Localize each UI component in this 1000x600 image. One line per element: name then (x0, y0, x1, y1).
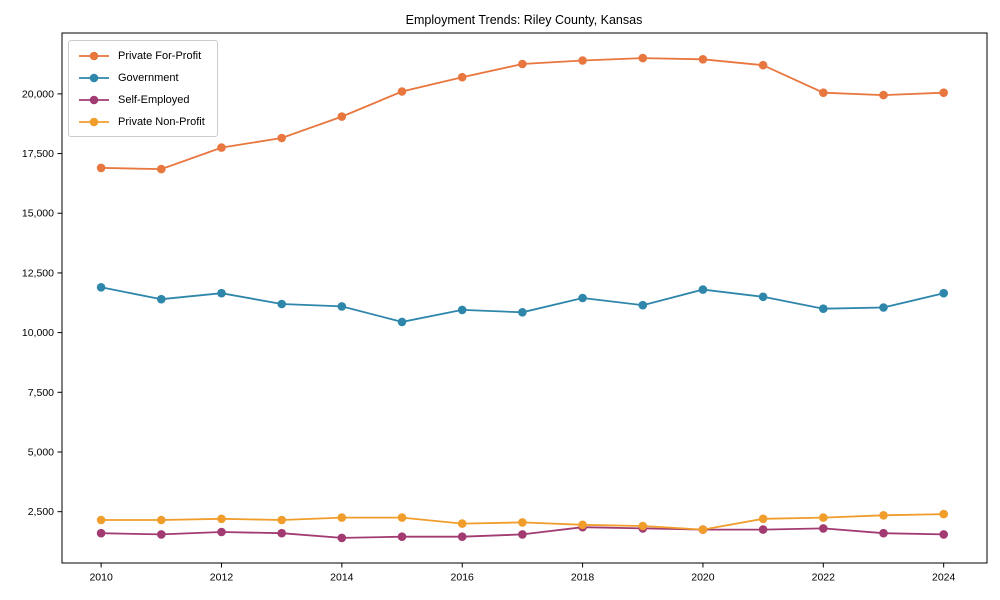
x-axis-tick-label: 2012 (210, 572, 234, 584)
data-point (157, 294, 166, 304)
data-point (879, 90, 888, 100)
data-point (397, 317, 407, 327)
data-point (819, 88, 828, 97)
data-point (638, 53, 648, 63)
data-point (758, 60, 768, 70)
legend-item: Self-Employed (78, 92, 205, 107)
data-point (96, 515, 106, 525)
data-point (578, 520, 587, 530)
chart-title: Employment Trends: Riley County, Kansas (405, 13, 643, 27)
y-axis-tick-label: 15,000 (22, 208, 54, 220)
legend-item: Private For-Profit (78, 48, 205, 63)
x-axis-tick-label: 2024 (932, 572, 956, 584)
data-point (337, 513, 347, 522)
legend-marker-icon (79, 95, 109, 104)
x-axis-tick-label: 2018 (571, 572, 595, 584)
x-axis-tick-label: 2014 (330, 572, 354, 584)
data-point (518, 530, 527, 539)
data-point (337, 533, 347, 543)
data-point (397, 532, 407, 541)
data-point (578, 56, 587, 65)
data-point (457, 532, 467, 541)
data-point (217, 527, 226, 537)
x-axis-tick-label: 2016 (451, 572, 475, 584)
data-point (939, 530, 948, 539)
data-point (457, 72, 467, 82)
data-point (157, 164, 166, 174)
data-point (277, 133, 287, 143)
data-point (518, 518, 527, 527)
y-axis-tick-label: 17,500 (22, 148, 54, 160)
data-point (157, 530, 166, 539)
legend-label: Government (118, 71, 179, 84)
y-axis-tick-label: 7,500 (28, 387, 54, 399)
data-point (277, 528, 287, 538)
legend-item: Private Non-Profit (78, 114, 205, 129)
data-point (819, 524, 828, 533)
data-point (337, 302, 347, 311)
data-point (758, 525, 768, 534)
plot-border (61, 32, 988, 564)
data-point (758, 292, 768, 302)
x-axis-tick-label: 2022 (812, 572, 836, 584)
data-point (96, 283, 106, 292)
data-point (217, 514, 226, 524)
data-point (698, 285, 708, 294)
data-point (939, 509, 948, 519)
data-point (879, 511, 888, 520)
data-point (397, 87, 407, 96)
series-line-1 (100, 286, 944, 323)
data-point (638, 300, 648, 310)
data-point (277, 515, 287, 525)
y-axis-tick-label: 20,000 (22, 88, 54, 100)
data-point (518, 59, 527, 69)
data-point (638, 521, 648, 531)
legend: Private For-Profit Government Self-Employe… (68, 40, 218, 137)
data-point (518, 308, 527, 317)
x-axis-tick-label: 2010 (89, 572, 113, 584)
series-line-0 (101, 57, 944, 171)
data-point (397, 513, 407, 522)
x-axis-tick-label: 2020 (691, 572, 715, 584)
legend-label: Self-Employed (118, 93, 190, 106)
legend-label: Private Non-Profit (118, 115, 205, 128)
data-point (578, 293, 587, 303)
data-point (337, 112, 347, 121)
data-point (157, 515, 166, 525)
data-point (939, 288, 948, 298)
data-point (277, 299, 287, 309)
data-point (879, 528, 888, 538)
y-axis-tick-label: 5,000 (28, 446, 54, 458)
data-point (758, 514, 768, 524)
y-axis-tick-label: 10,000 (22, 327, 54, 339)
legend-label: Private For-Profit (118, 49, 202, 62)
data-point (217, 288, 226, 298)
data-point (217, 143, 226, 152)
data-point (457, 519, 467, 528)
legend-marker-icon (79, 117, 109, 126)
data-point (819, 304, 828, 314)
legend-marker-icon (79, 51, 109, 60)
data-point (96, 163, 106, 173)
data-point (819, 513, 828, 522)
legend-marker-icon (79, 73, 109, 82)
data-point (96, 528, 106, 538)
y-axis-tick-label: 2,500 (28, 506, 54, 518)
legend-item: Government (78, 70, 205, 85)
data-point (879, 303, 888, 312)
data-point (698, 525, 708, 534)
data-point (939, 88, 948, 97)
data-point (698, 55, 708, 64)
data-point (457, 305, 467, 315)
y-axis-tick-label: 12,500 (22, 267, 54, 279)
